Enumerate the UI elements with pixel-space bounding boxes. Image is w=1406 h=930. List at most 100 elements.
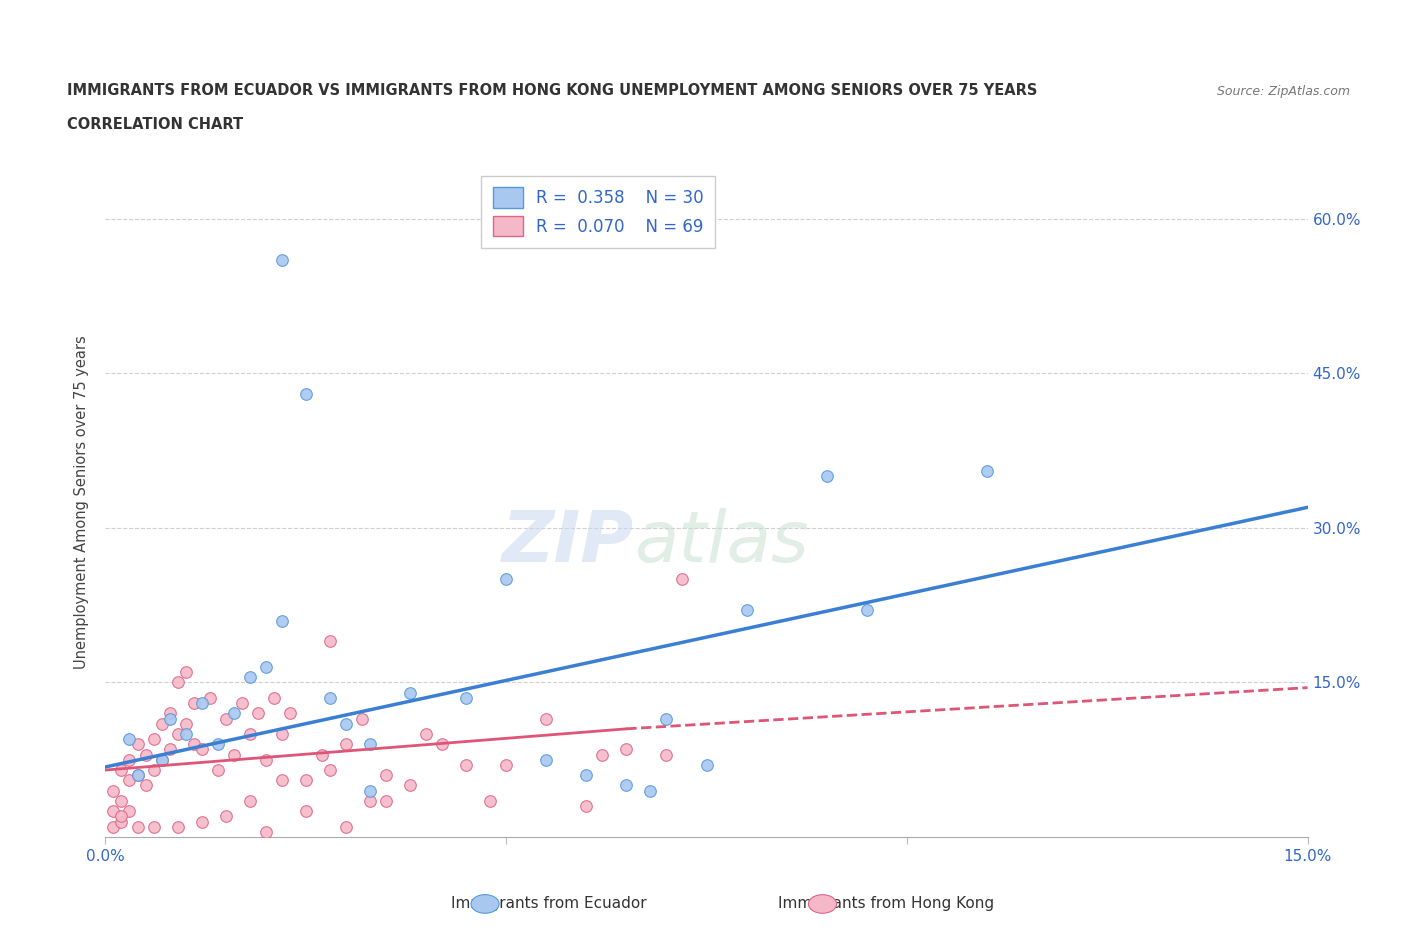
Point xyxy=(430,737,453,751)
Point xyxy=(198,690,221,705)
Point xyxy=(319,634,342,649)
Point xyxy=(207,763,229,777)
Point xyxy=(295,773,318,788)
Point xyxy=(110,763,132,777)
Text: ZIP: ZIP xyxy=(502,508,634,577)
Point xyxy=(454,690,477,705)
Point xyxy=(174,665,197,680)
Point xyxy=(183,737,205,751)
Point xyxy=(311,747,333,762)
Point xyxy=(174,726,197,741)
Point xyxy=(534,752,557,767)
Point xyxy=(142,763,165,777)
Point xyxy=(246,706,269,721)
Point xyxy=(976,464,998,479)
Point xyxy=(270,726,292,741)
Point xyxy=(222,747,245,762)
Point xyxy=(214,809,236,824)
Point xyxy=(295,804,318,818)
Point xyxy=(110,814,132,829)
Point xyxy=(150,716,173,731)
Point xyxy=(575,768,598,783)
Point xyxy=(616,778,638,793)
Point xyxy=(118,804,141,818)
Point xyxy=(399,778,422,793)
Point xyxy=(254,824,277,839)
Point xyxy=(454,757,477,772)
Point xyxy=(214,711,236,726)
Point xyxy=(127,819,149,834)
Point xyxy=(166,675,188,690)
Point xyxy=(166,726,188,741)
Point xyxy=(254,659,277,674)
Text: IMMIGRANTS FROM ECUADOR VS IMMIGRANTS FROM HONG KONG UNEMPLOYMENT AMONG SENIORS : IMMIGRANTS FROM ECUADOR VS IMMIGRANTS FR… xyxy=(67,83,1038,98)
Point xyxy=(103,819,125,834)
Text: CORRELATION CHART: CORRELATION CHART xyxy=(67,117,243,132)
Point xyxy=(655,747,678,762)
Point xyxy=(183,696,205,711)
Point xyxy=(110,809,132,824)
Point xyxy=(278,706,301,721)
Point xyxy=(534,711,557,726)
Point xyxy=(118,773,141,788)
Point xyxy=(263,690,285,705)
Point xyxy=(591,747,613,762)
Point xyxy=(118,752,141,767)
Point xyxy=(855,603,877,618)
Point xyxy=(190,696,212,711)
Point xyxy=(103,783,125,798)
Point xyxy=(127,737,149,751)
Point xyxy=(319,690,342,705)
Point xyxy=(655,711,678,726)
Point xyxy=(135,747,157,762)
Point xyxy=(150,752,173,767)
Point xyxy=(374,793,398,808)
Point xyxy=(159,706,181,721)
Point xyxy=(103,804,125,818)
Point xyxy=(350,711,373,726)
Point xyxy=(335,716,357,731)
Point xyxy=(359,793,381,808)
Point xyxy=(142,732,165,747)
Point xyxy=(166,819,188,834)
Point xyxy=(815,469,838,484)
Point xyxy=(495,757,517,772)
Point xyxy=(135,778,157,793)
Point xyxy=(270,773,292,788)
Point xyxy=(735,603,758,618)
Text: Immigrants from Hong Kong: Immigrants from Hong Kong xyxy=(778,897,994,911)
Point xyxy=(270,253,292,268)
Point xyxy=(359,737,381,751)
Point xyxy=(374,768,398,783)
Point xyxy=(231,696,253,711)
Point xyxy=(359,783,381,798)
Point xyxy=(254,752,277,767)
Text: Source: ZipAtlas.com: Source: ZipAtlas.com xyxy=(1216,85,1350,98)
Point xyxy=(127,768,149,783)
Point xyxy=(671,572,693,587)
Point xyxy=(616,742,638,757)
Point xyxy=(399,685,422,700)
Point xyxy=(222,706,245,721)
Point xyxy=(335,737,357,751)
Point xyxy=(110,793,132,808)
Point xyxy=(207,737,229,751)
Point xyxy=(159,742,181,757)
Point xyxy=(118,732,141,747)
Y-axis label: Unemployment Among Seniors over 75 years: Unemployment Among Seniors over 75 years xyxy=(75,336,90,669)
Point xyxy=(127,768,149,783)
Point xyxy=(190,814,212,829)
Point xyxy=(575,799,598,814)
Point xyxy=(295,387,318,402)
Point xyxy=(159,711,181,726)
Point xyxy=(335,819,357,834)
Point xyxy=(640,783,662,798)
Point xyxy=(696,757,718,772)
Text: Immigrants from Ecuador: Immigrants from Ecuador xyxy=(450,897,647,911)
Point xyxy=(479,793,502,808)
Point xyxy=(190,742,212,757)
Point xyxy=(239,670,262,684)
Point xyxy=(239,726,262,741)
Point xyxy=(495,572,517,587)
Point xyxy=(270,613,292,628)
